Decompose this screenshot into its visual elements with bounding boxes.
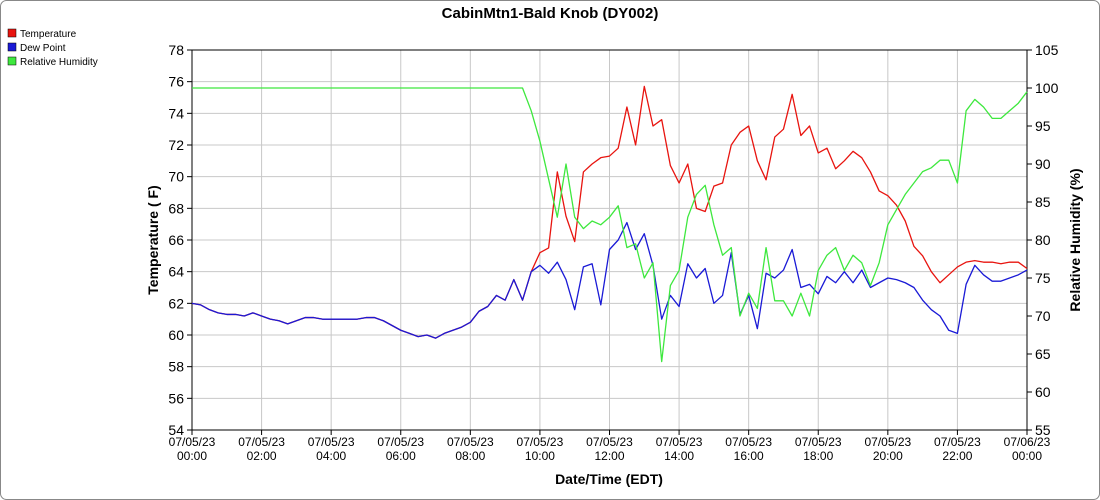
x-tick-label: 14:00 — [664, 449, 694, 463]
y-tick-label: 54 — [168, 422, 184, 438]
x-tick-label: 07/05/23 — [238, 435, 285, 449]
x-tick-label: 22:00 — [942, 449, 972, 463]
y2-tick-label: 90 — [1035, 156, 1051, 172]
x-tick-label: 07/05/23 — [517, 435, 564, 449]
y-tick-label: 68 — [168, 200, 184, 216]
y-axis-label: Temperature ( F) — [145, 185, 161, 294]
y2-tick-label: 65 — [1035, 346, 1051, 362]
y-tick-label: 76 — [168, 74, 184, 90]
x-tick-label: 20:00 — [873, 449, 903, 463]
y-tick-label: 78 — [168, 42, 184, 58]
legend-swatch — [7, 56, 17, 66]
x-tick-label: 16:00 — [734, 449, 764, 463]
y2-tick-label: 100 — [1035, 80, 1059, 96]
x-tick-label: 07/05/23 — [656, 435, 703, 449]
x-tick-label: 08:00 — [455, 449, 485, 463]
legend-label: Dew Point — [20, 43, 66, 54]
x-tick-label: 07/05/23 — [864, 435, 911, 449]
y2-tick-label: 105 — [1035, 42, 1059, 58]
y-tick-label: 72 — [168, 137, 184, 153]
y-tick-label: 62 — [168, 295, 184, 311]
legend-label: Relative Humidity — [20, 57, 98, 68]
x-tick-label: 07/06/23 — [1004, 435, 1051, 449]
x-tick-label: 18:00 — [803, 449, 833, 463]
x-tick-label: 00:00 — [1012, 449, 1042, 463]
x-tick-label: 07/05/23 — [377, 435, 424, 449]
x-tick-label: 02:00 — [247, 449, 277, 463]
chart-title: CabinMtn1-Bald Knob (DY002) — [442, 5, 659, 22]
y2-tick-label: 75 — [1035, 270, 1051, 286]
y-tick-label: 56 — [168, 390, 184, 406]
x-tick-label: 07/05/23 — [169, 435, 216, 449]
x-tick-label: 12:00 — [594, 449, 624, 463]
y2-tick-label: 60 — [1035, 384, 1051, 400]
y2-tick-label: 85 — [1035, 194, 1051, 210]
y2-tick-label: 70 — [1035, 308, 1051, 324]
x-tick-label: 06:00 — [386, 449, 416, 463]
x-tick-label: 04:00 — [316, 449, 346, 463]
y-tick-label: 66 — [168, 232, 184, 248]
x-tick-label: 07/05/23 — [447, 435, 494, 449]
x-axis-label: Date/Time (EDT) — [555, 471, 663, 487]
y2-axis-label: Relative Humidity (%) — [1067, 168, 1083, 311]
y-tick-label: 64 — [168, 264, 184, 280]
y2-tick-label: 55 — [1035, 422, 1051, 438]
legend-swatch — [7, 42, 17, 52]
x-tick-label: 00:00 — [177, 449, 207, 463]
y-tick-label: 70 — [168, 169, 184, 185]
legend-swatch — [7, 28, 17, 38]
series-line — [192, 87, 1028, 363]
x-tick-label: 07/05/23 — [586, 435, 633, 449]
y-tick-label: 74 — [168, 105, 184, 121]
legend-label: Temperature — [20, 29, 77, 40]
plot-border — [191, 49, 1028, 431]
x-tick-label: 07/05/23 — [308, 435, 355, 449]
x-tick-label: 10:00 — [525, 449, 555, 463]
y2-tick-label: 80 — [1035, 232, 1051, 248]
series-line — [191, 221, 1028, 339]
x-tick-label: 07/05/23 — [934, 435, 981, 449]
x-tick-label: 07/05/23 — [795, 435, 842, 449]
x-tick-label: 07/05/23 — [725, 435, 772, 449]
y-tick-label: 60 — [168, 327, 184, 343]
y-tick-label: 58 — [168, 359, 184, 375]
y2-tick-label: 95 — [1035, 118, 1051, 134]
